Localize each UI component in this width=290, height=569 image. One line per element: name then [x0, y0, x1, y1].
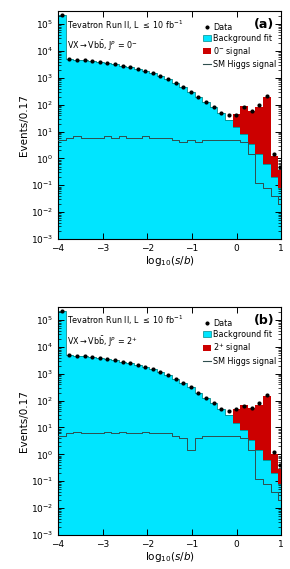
Bar [271, 156, 278, 177]
Point [166, 370, 171, 380]
Point [135, 64, 140, 73]
Point [82, 56, 87, 65]
Point [272, 149, 277, 158]
Point [196, 388, 201, 397]
Bar [278, 469, 281, 484]
Point [234, 111, 239, 120]
Point [181, 378, 186, 387]
Point [278, 162, 282, 171]
Point [242, 102, 246, 111]
Point [234, 404, 239, 413]
Point [59, 10, 64, 19]
Bar [263, 396, 271, 460]
Point [196, 92, 201, 101]
Point [158, 72, 163, 81]
Point [188, 383, 193, 392]
Point [219, 109, 224, 118]
Point [249, 403, 254, 412]
Point [204, 97, 209, 106]
Bar [248, 408, 255, 440]
Point [120, 357, 125, 366]
Text: (b): (b) [254, 314, 275, 327]
Point [135, 360, 140, 369]
Point [211, 103, 216, 112]
Point [113, 60, 117, 69]
Point [211, 399, 216, 408]
Bar [240, 106, 248, 134]
Point [272, 448, 277, 457]
Point [173, 374, 178, 384]
Y-axis label: Events/0.17: Events/0.17 [19, 390, 29, 452]
Text: VX$\rightarrow$Vb$\bar{\mathrm{b}}$, J$^{P}$ = 2$^{+}$: VX$\rightarrow$Vb$\bar{\mathrm{b}}$, J$^… [67, 335, 138, 349]
Bar [248, 111, 255, 144]
Legend: Data, Background fit, 2$^{+}$ signal, SM Higgs signal: Data, Background fit, 2$^{+}$ signal, SM… [202, 318, 277, 366]
Point [105, 59, 110, 68]
Legend: Data, Background fit, 0$^{-}$ signal, SM Higgs signal: Data, Background fit, 0$^{-}$ signal, SM… [202, 22, 277, 70]
Point [278, 460, 282, 469]
Point [67, 55, 72, 64]
Point [158, 368, 163, 377]
Text: Tevatron Run II, L $\leq$ 10 fb$^{-1}$: Tevatron Run II, L $\leq$ 10 fb$^{-1}$ [67, 18, 183, 32]
Point [257, 399, 262, 408]
Point [226, 406, 231, 415]
Text: Tevatron Run II, L $\leq$ 10 fb$^{-1}$: Tevatron Run II, L $\leq$ 10 fb$^{-1}$ [67, 314, 183, 328]
Bar [255, 107, 263, 154]
Point [75, 351, 79, 360]
Point [67, 351, 72, 360]
Point [143, 67, 148, 76]
Point [173, 79, 178, 88]
Point [82, 352, 87, 361]
Point [128, 63, 133, 72]
Point [181, 83, 186, 92]
X-axis label: $\mathrm{log}_{10}(s/b)$: $\mathrm{log}_{10}(s/b)$ [145, 550, 195, 564]
Point [257, 101, 262, 110]
Point [105, 354, 110, 364]
Point [97, 353, 102, 362]
Point [166, 75, 171, 84]
X-axis label: $\mathrm{log}_{10}(s/b)$: $\mathrm{log}_{10}(s/b)$ [145, 254, 195, 268]
Point [113, 356, 117, 365]
Point [151, 69, 155, 78]
Bar [263, 97, 271, 164]
Point [75, 55, 79, 64]
Point [226, 110, 231, 119]
Bar [233, 409, 240, 423]
Y-axis label: Events/0.17: Events/0.17 [19, 94, 29, 156]
Text: (a): (a) [254, 18, 275, 31]
Point [90, 56, 95, 65]
Text: VX$\rightarrow$Vb$\bar{\mathrm{b}}$, J$^{P}$ = 0$^{-}$: VX$\rightarrow$Vb$\bar{\mathrm{b}}$, J$^… [67, 39, 137, 53]
Point [59, 306, 64, 315]
Point [120, 61, 125, 71]
Bar [271, 454, 278, 473]
Point [97, 57, 102, 67]
Bar [233, 114, 240, 127]
Point [242, 401, 246, 410]
Point [128, 358, 133, 368]
Point [249, 106, 254, 116]
Bar [278, 170, 281, 188]
Point [90, 352, 95, 361]
Point [264, 390, 269, 399]
Point [151, 365, 155, 374]
Point [143, 362, 148, 372]
Point [188, 87, 193, 96]
Point [264, 92, 269, 101]
Point [219, 405, 224, 414]
Bar [240, 405, 248, 430]
Point [204, 393, 209, 402]
Bar [255, 405, 263, 450]
